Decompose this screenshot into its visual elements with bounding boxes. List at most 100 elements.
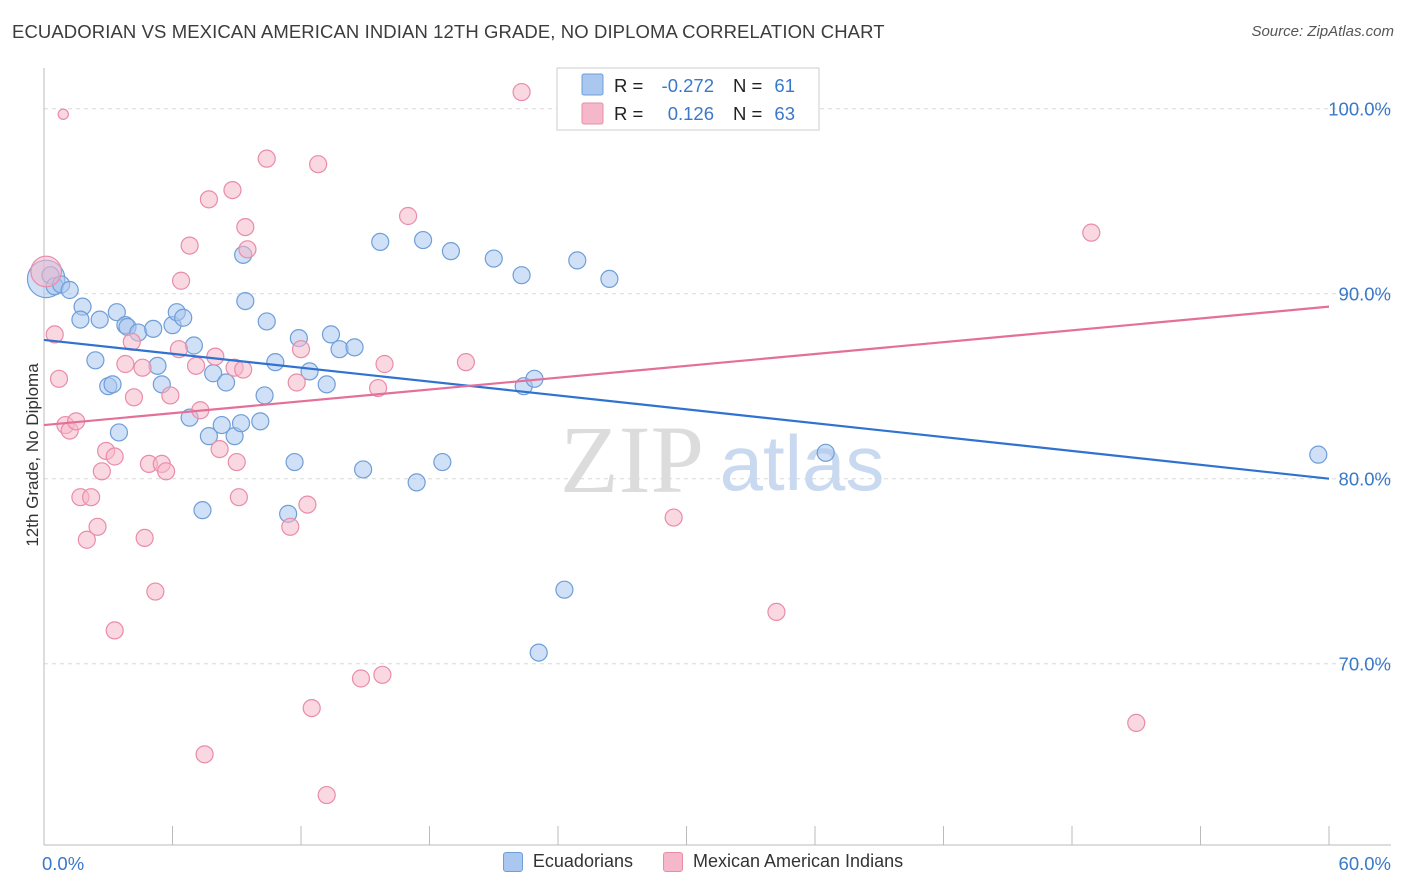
- mexican-american-indian-point: [767, 602, 786, 622]
- mexican-american-indian-trend-line: [43, 305, 1330, 427]
- mexican-american-indian-point: [287, 373, 306, 392]
- ecuadorian-point: [90, 310, 109, 329]
- mexican-american-indian-point: [223, 181, 242, 200]
- ecuadorian-point: [529, 643, 548, 662]
- mexican-american-indian-point: [161, 386, 180, 405]
- x-tick-labels: 0.0% 60.0%: [42, 853, 1391, 874]
- watermark-atlas: atlas: [720, 419, 885, 507]
- ecuadorian-point: [60, 280, 79, 300]
- mexican-american-indian-point: [234, 360, 253, 379]
- ecuadorian-point: [236, 292, 255, 311]
- ecuadorian-point: [600, 269, 619, 288]
- y-tick-label: 70.0%: [1339, 654, 1391, 675]
- ecuadorian-point: [413, 230, 433, 250]
- mexican-american-indian-point: [351, 669, 371, 688]
- trend-lines: [43, 305, 1330, 480]
- mexican-american-indian-point: [199, 190, 219, 209]
- watermark-zip: ZIP: [560, 406, 704, 513]
- ecuadorian-point: [354, 460, 373, 479]
- ecuadorian-point: [174, 308, 193, 327]
- mexican-american-indian-point: [105, 447, 124, 466]
- legend-swatch-blue: [502, 851, 523, 872]
- ecuadorian-point: [1309, 445, 1328, 464]
- mexican-american-indian-point: [238, 240, 257, 259]
- mexican-american-indian-point: [281, 517, 300, 536]
- ecuadorian-point: [433, 452, 452, 472]
- y-tick-label: 100.0%: [1328, 99, 1391, 120]
- ecuadorian-point: [285, 452, 304, 472]
- y-axis-label: 12th Grade, No Diploma: [23, 363, 42, 547]
- ecuadorian-point: [568, 251, 587, 270]
- ecuadorian-point: [330, 340, 349, 359]
- ecuadorian-point: [317, 375, 336, 394]
- ecuadorian-point: [345, 338, 364, 357]
- ecuadorian-point: [144, 319, 163, 338]
- chart-title: ECUADORIAN VS MEXICAN AMERICAN INDIAN 12…: [12, 21, 885, 42]
- axes: [43, 68, 1391, 846]
- ecuadorian-point: [231, 414, 251, 433]
- y-tick-labels: 70.0% 80.0% 90.0% 100.0%: [1328, 99, 1391, 675]
- gridlines: [44, 108, 1391, 665]
- x-tick-label: 60.0%: [1339, 853, 1391, 874]
- mexican-american-indian-point: [45, 325, 64, 344]
- mexican-american-indian-point: [227, 452, 246, 472]
- mexican-american-indian-point: [257, 149, 276, 168]
- y-tick-label: 90.0%: [1339, 284, 1391, 305]
- mexican-american-indian-point: [135, 528, 154, 548]
- mexican-american-indian-point: [186, 356, 206, 375]
- stats-legend: R = -0.272 N = 61 R = 0.126 N = 63: [556, 67, 820, 131]
- ecuadorian-point: [107, 303, 126, 322]
- stats-n-value: 61: [774, 75, 795, 96]
- stats-n-value: 63: [774, 103, 795, 124]
- stats-r-value: -0.272: [662, 75, 714, 96]
- stats-r-label: R =: [614, 75, 643, 96]
- ecuadorian-point: [484, 249, 503, 268]
- ecuadorian-point: [184, 336, 204, 355]
- mexican-american-indian-point: [512, 82, 531, 102]
- mexican-american-indian-point: [133, 358, 152, 377]
- ecuadorian-point: [216, 373, 236, 392]
- stats-swatch-blue: [581, 73, 604, 96]
- mexican-american-indian-point: [1082, 223, 1101, 242]
- mexican-american-indian-point: [116, 354, 135, 374]
- stats-swatch-pink: [581, 102, 604, 125]
- stats-n-label: N =: [733, 103, 762, 124]
- mexican-american-indian-point: [92, 462, 111, 481]
- ecuadorian-point: [71, 310, 90, 329]
- mexican-american-indian-point: [180, 236, 199, 255]
- ecuadorian-point: [103, 375, 122, 394]
- mexican-american-indian-point: [171, 271, 191, 290]
- ecuadorian-trend-line: [43, 338, 1330, 480]
- ecuadorian-point: [555, 580, 574, 599]
- ecuadorian-point: [251, 412, 270, 431]
- mexican-american-indian-point: [229, 488, 248, 507]
- mexican-american-indian-point: [664, 508, 683, 527]
- watermark: ZIP atlas: [560, 406, 884, 513]
- mexican-american-indian-point: [1127, 713, 1146, 733]
- mexican-american-indian-point: [156, 462, 176, 481]
- mexican-american-indian-point: [369, 378, 388, 398]
- x-tick-label: 0.0%: [42, 853, 84, 874]
- mexican-american-indian-point: [210, 440, 229, 459]
- mexican-american-indian-point: [88, 517, 107, 536]
- ecuadorian-point: [148, 356, 167, 375]
- legend-label: Ecuadorians: [532, 851, 633, 871]
- stats-r-label: R =: [614, 103, 643, 124]
- mexican-american-indian-point: [373, 665, 392, 684]
- mexican-american-indian-point: [82, 488, 101, 507]
- ecuadorian-point: [371, 232, 390, 251]
- mexican-american-indian-point: [375, 354, 394, 374]
- ecuadorian-point: [193, 501, 212, 520]
- mexican-american-indian-point: [317, 785, 336, 805]
- ecuadorian-point: [512, 266, 531, 285]
- mexican-american-indian-point: [195, 745, 214, 764]
- stats-n-label: N =: [733, 75, 762, 96]
- mexican-american-indian-point: [77, 530, 96, 549]
- mexican-american-indian-point: [30, 255, 63, 288]
- mexican-american-indian-point: [291, 340, 311, 359]
- mexican-american-indian-point: [298, 495, 317, 514]
- ecuadorian-point: [816, 443, 835, 462]
- ecuadorian-point: [86, 351, 105, 370]
- ecuadorian-point: [441, 242, 461, 261]
